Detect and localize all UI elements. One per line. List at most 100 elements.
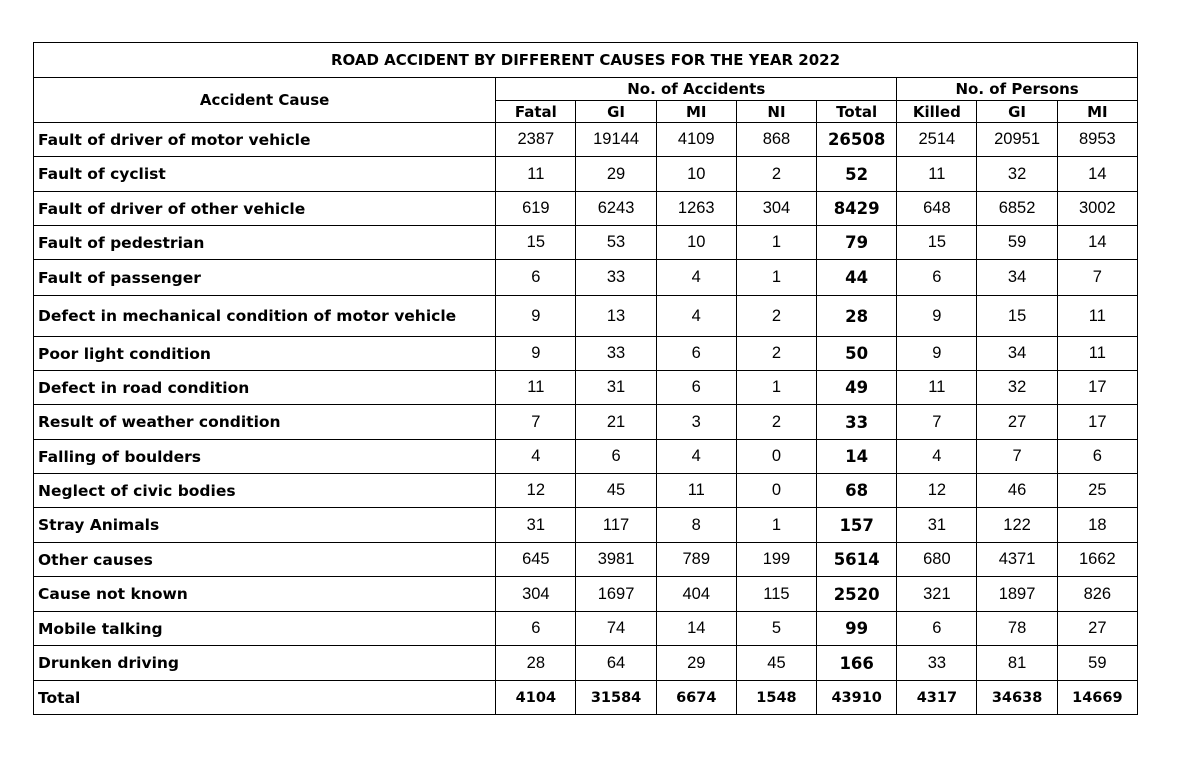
cell-persons-gi: 1897: [976, 576, 1058, 612]
cell-accidents-gi: 3981: [575, 542, 657, 577]
table-row: Fault of cyclist 11 29 10 2 52 11 32 14: [32, 156, 1139, 192]
accident-cause-table: ROAD ACCIDENT BY DIFFERENT CAUSES FOR TH…: [32, 42, 1139, 715]
table-title: ROAD ACCIDENT BY DIFFERENT CAUSES FOR TH…: [33, 42, 1138, 78]
header-accidents-ni: NI: [735, 100, 818, 123]
header-accidents-gi: GI: [575, 100, 657, 123]
cell-persons-gi: 46: [976, 473, 1058, 508]
cell-accidents-gi: 53: [575, 225, 657, 260]
cell-accidents-total: 33: [816, 404, 898, 440]
cell-accidents-mi: 14: [655, 611, 737, 646]
cell-accidents-mi: 4109: [655, 122, 737, 157]
cell-accidents-total: 49: [816, 370, 898, 405]
total-label: Total: [32, 680, 497, 715]
cell-fatal: 12: [495, 473, 577, 508]
row-cause-label: Fault of cyclist: [32, 156, 497, 192]
cell-persons-gi: 27: [976, 404, 1058, 440]
cell-accidents-total: 44: [816, 259, 898, 296]
cell-fatal: 9: [495, 336, 577, 371]
row-cause-label: Fault of pedestrian: [32, 225, 497, 260]
cell-accidents-mi: 11: [655, 473, 737, 508]
row-cause-label: Stray Animals: [32, 507, 497, 543]
cell-accidents-mi: 29: [655, 645, 737, 681]
cell-accidents-total: 52: [816, 156, 898, 192]
cell-fatal: 619: [495, 191, 577, 226]
row-cause-label: Other causes: [32, 542, 497, 577]
cell-killed: 9: [896, 295, 978, 337]
cell-persons-mi: 3002: [1056, 191, 1139, 226]
cell-killed: 648: [896, 191, 978, 226]
table-row: Other causes 645 3981 789 199 5614 680 4371 1662: [32, 542, 1139, 577]
cell-persons-gi: 81: [976, 645, 1058, 681]
cell-killed: 33: [896, 645, 978, 681]
header-persons-gi: GI: [976, 100, 1058, 123]
cell-accidents-total: 50: [816, 336, 898, 371]
cell-killed: 6: [896, 611, 978, 646]
cell-persons-gi: 15: [976, 295, 1058, 337]
cell-accidents-total: 14: [816, 439, 898, 474]
row-cause-label: Fault of driver of other vehicle: [32, 191, 497, 226]
cell-fatal: 11: [495, 156, 577, 192]
cell-persons-gi: 122: [976, 507, 1058, 543]
total-killed: 4317: [896, 680, 978, 715]
cell-accidents-mi: 789: [655, 542, 737, 577]
cell-persons-gi: 4371: [976, 542, 1058, 577]
table-row: Cause not known 304 1697 404 115 2520 321 1897 8…: [32, 576, 1139, 612]
cell-persons-gi: 6852: [976, 191, 1058, 226]
cell-persons-gi: 78: [976, 611, 1058, 646]
cell-killed: 15: [896, 225, 978, 260]
cell-persons-mi: 17: [1056, 370, 1139, 405]
cell-killed: 7: [896, 404, 978, 440]
cell-accidents-mi: 4: [655, 295, 737, 337]
row-cause-label: Fault of driver of motor vehicle: [32, 122, 497, 157]
cell-accidents-ni: 2: [735, 404, 818, 440]
table-row: Fault of passenger 6 33 4 1 44 6 34 7: [32, 259, 1139, 296]
cell-accidents-ni: 1: [735, 507, 818, 543]
cell-accidents-total: 166: [816, 645, 898, 681]
row-cause-label: Falling of boulders: [32, 439, 497, 474]
cell-accidents-ni: 0: [735, 439, 818, 474]
cell-fatal: 28: [495, 645, 577, 681]
cell-killed: 2514: [896, 122, 978, 157]
table-row: Mobile talking 6 74 14 5 99 6 78 27: [32, 611, 1139, 646]
table-row: Result of weather condition 7 21 3 2 33 7 27 17: [32, 404, 1139, 440]
row-cause-label: Poor light condition: [32, 336, 497, 371]
cell-persons-gi: 20951: [976, 122, 1058, 157]
table-row: Fault of driver of other vehicle 619 6243 1…: [32, 191, 1139, 226]
cell-persons-mi: 6: [1056, 439, 1139, 474]
header-accidents-mi: MI: [655, 100, 737, 123]
cell-accidents-ni: 1: [735, 225, 818, 260]
total-accidents-total: 43910: [816, 680, 898, 715]
table-row: Neglect of civic bodies 12 45 11 0 68 12 46 25: [32, 473, 1139, 508]
row-cause-label: Mobile talking: [32, 611, 497, 646]
cell-killed: 4: [896, 439, 978, 474]
cell-accidents-total: 99: [816, 611, 898, 646]
cell-accidents-ni: 2: [735, 336, 818, 371]
total-accidents-ni: 1548: [735, 680, 818, 715]
table-row: Drunken driving 28 64 29 45 166 33 81 59: [32, 645, 1139, 681]
cell-accidents-gi: 6243: [575, 191, 657, 226]
cell-accidents-ni: 115: [735, 576, 818, 612]
cell-accidents-gi: 13: [575, 295, 657, 337]
total-accidents-gi: 31584: [575, 680, 657, 715]
cell-fatal: 11: [495, 370, 577, 405]
row-cause-label: Cause not known: [32, 576, 497, 612]
table-total-row: Total 4104 31584 6674 1548 43910 4317 34638 1466…: [32, 680, 1139, 715]
cell-accidents-gi: 6: [575, 439, 657, 474]
cell-persons-gi: 59: [976, 225, 1058, 260]
cell-persons-mi: 7: [1056, 259, 1139, 296]
row-cause-label: Neglect of civic bodies: [32, 473, 497, 508]
cell-accidents-mi: 4: [655, 259, 737, 296]
table-row: Poor light condition 9 33 6 2 50 9 34 11: [32, 336, 1139, 371]
cell-fatal: 2387: [495, 122, 577, 157]
row-cause-label: Result of weather condition: [32, 404, 497, 440]
total-persons-mi: 14669: [1056, 680, 1139, 715]
header-accidents-total: Total: [816, 100, 898, 123]
cell-accidents-mi: 4: [655, 439, 737, 474]
cell-fatal: 304: [495, 576, 577, 612]
cell-persons-mi: 14: [1056, 225, 1139, 260]
cell-accidents-gi: 19144: [575, 122, 657, 157]
table-row: Fault of driver of motor vehicle 2387 1914…: [32, 122, 1139, 157]
header-fatal: Fatal: [495, 100, 577, 123]
row-cause-label: Defect in mechanical condition of motor …: [32, 295, 497, 337]
cell-accidents-mi: 1263: [655, 191, 737, 226]
